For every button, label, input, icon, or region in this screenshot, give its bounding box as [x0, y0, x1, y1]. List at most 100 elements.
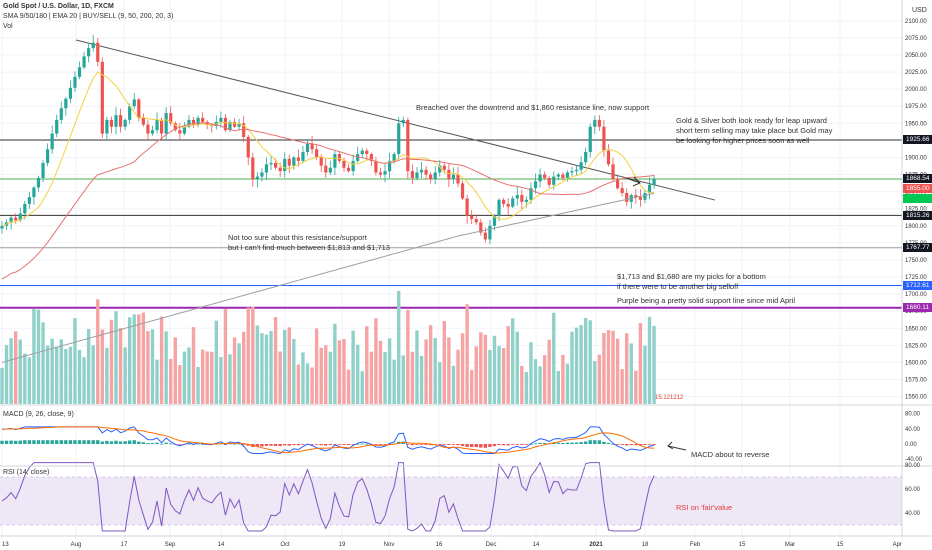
volume-bar — [424, 339, 428, 404]
volume-bar — [483, 334, 488, 404]
volume-bar — [123, 347, 127, 404]
time-tick-label: 14 — [218, 542, 225, 548]
candle — [264, 164, 269, 173]
volume-bar — [365, 326, 369, 404]
candle — [524, 199, 528, 202]
macd-histogram-bar — [474, 444, 478, 448]
macd-histogram-bar — [273, 444, 278, 446]
macd-histogram-bar — [118, 441, 123, 444]
volume-bar — [287, 327, 291, 404]
macd-tick-label: 80.00 — [905, 412, 921, 418]
moving-averages — [1, 71, 655, 363]
annotation-purple: Purple being a pretty solid support line… — [617, 296, 796, 305]
volume-bar — [23, 353, 27, 404]
time-tick-label: Oct — [280, 542, 290, 548]
macd-histogram-bar — [597, 440, 602, 444]
volume-bar — [324, 345, 328, 404]
macd-histogram-bar — [574, 442, 579, 444]
volume-bar — [41, 322, 45, 404]
arrow-icon — [625, 176, 641, 187]
candle — [237, 123, 241, 127]
candle — [547, 177, 551, 185]
volume-bar — [246, 307, 250, 404]
macd-histogram-bar — [561, 442, 565, 444]
volume-bar — [511, 318, 515, 404]
macd-histogram-bar — [469, 444, 474, 448]
macd-histogram-bar — [506, 444, 510, 446]
volume-bar — [387, 338, 392, 404]
macd-histogram-bar — [36, 440, 41, 444]
rsi-pane — [1, 461, 655, 532]
annotation-line: Gold & Silver both look ready for leap u… — [676, 116, 827, 125]
candle — [511, 198, 515, 207]
macd-histogram-bar — [447, 444, 451, 445]
candle — [232, 121, 237, 127]
candle — [374, 160, 378, 173]
macd-histogram-bar — [460, 444, 465, 447]
candle — [123, 119, 127, 127]
candle — [543, 174, 547, 178]
volume-bar — [346, 369, 351, 404]
macd-histogram-bar — [355, 443, 360, 445]
macd-histogram-bar — [479, 444, 483, 448]
time-axis[interactable]: 13 Aug 17 Sep 14 Oct 19 Nov 16 Dec 14 2021 18 Feb 15 Ma… — [2, 542, 902, 548]
candle — [346, 167, 351, 172]
annotation-picks: $1,713 and $1,680 are my picks for a bot… — [617, 272, 766, 292]
macd-histogram-bar — [246, 444, 250, 446]
macd-histogram-bar — [255, 444, 260, 447]
volume-bar — [196, 366, 200, 404]
candle — [360, 150, 364, 155]
price-tick-label: 1550.00 — [905, 395, 927, 401]
price-tick-label: 1650.00 — [905, 326, 927, 332]
volume-bar — [469, 370, 474, 404]
candle — [465, 198, 469, 216]
macd-histogram-bar — [497, 444, 501, 446]
time-tick-label: 19 — [339, 542, 346, 548]
volume-bar — [620, 369, 624, 404]
time-tick-label: 13 — [2, 542, 9, 548]
candle — [305, 143, 310, 153]
candle — [502, 199, 506, 204]
sma180-line — [1, 192, 655, 363]
price-tick-label: 1975.00 — [905, 104, 927, 110]
candle — [397, 123, 401, 155]
candle — [109, 119, 114, 127]
volume-bar — [86, 329, 91, 404]
currency-label: USD — [912, 7, 927, 14]
candle — [191, 119, 196, 125]
macd-line — [1, 426, 655, 455]
volume-bar — [264, 334, 269, 404]
candle — [419, 169, 424, 173]
rsi-band-fill — [0, 477, 902, 525]
volume-bar — [328, 351, 333, 404]
candle — [392, 154, 396, 161]
macd-histogram-bar — [565, 442, 570, 444]
rsi-tick-label: 40.00 — [905, 511, 921, 517]
macd-histogram-bar — [260, 444, 264, 447]
price-tag: 1815.26 — [903, 210, 932, 220]
volume-bar — [0, 367, 4, 404]
price-tag: 1712.61 — [903, 280, 932, 290]
annotation-line: Not too sure about this resistance/suppo… — [228, 233, 367, 242]
macd-histogram-bar — [615, 444, 620, 445]
price-tick-label: 1575.00 — [905, 378, 927, 384]
volume-bar — [292, 338, 296, 404]
candle — [118, 115, 123, 127]
candle — [616, 179, 620, 189]
volume-bar — [205, 351, 209, 404]
macd-histogram-bar — [232, 443, 237, 445]
volume-bar — [497, 345, 501, 404]
candle — [647, 184, 652, 193]
volume-bar — [77, 349, 82, 404]
volume-bar — [73, 318, 77, 404]
macd-histogram-bar — [91, 440, 95, 444]
candle — [429, 174, 433, 180]
macd-histogram-bar — [314, 444, 319, 445]
macd-histogram-bar — [109, 441, 114, 444]
price-tick-label: 1750.00 — [905, 258, 927, 264]
volume-bar — [310, 367, 314, 404]
macd-histogram-bar — [146, 443, 150, 444]
volume-bar — [18, 339, 22, 404]
macd-histogram-bar — [4, 440, 9, 444]
